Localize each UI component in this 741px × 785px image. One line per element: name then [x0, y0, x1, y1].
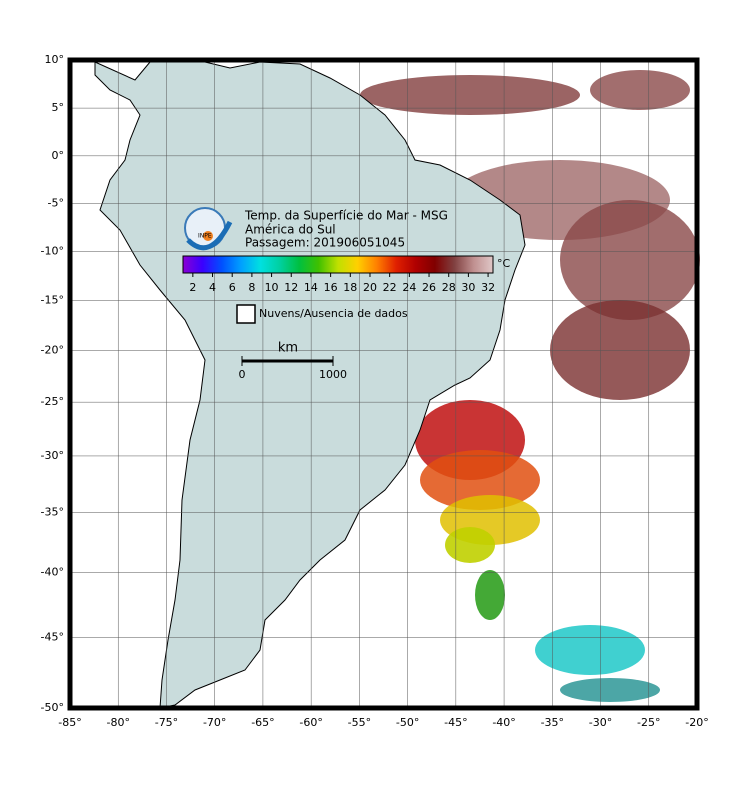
lat-tick-label: -30° [41, 449, 64, 462]
colorbar-tick-label: 12 [284, 281, 298, 294]
lat-tick-label: -45° [41, 630, 64, 643]
colorbar-tick-label: 20 [363, 281, 377, 294]
colorbar-tick-label: 32 [481, 281, 495, 294]
lon-tick-label: -35° [541, 716, 564, 729]
colorbar-unit: °C [497, 257, 511, 270]
colorbar-tick-label: 16 [324, 281, 338, 294]
lat-tick-label: 10° [45, 53, 65, 66]
lon-tick-label: -50° [396, 716, 419, 729]
lat-tick-label: -25° [41, 395, 64, 408]
pass: Passagem: 201906051045 [245, 236, 405, 250]
colorbar-tick-label: 22 [383, 281, 397, 294]
sst-pixels [360, 70, 700, 702]
colorbar-tick-label: 2 [189, 281, 196, 294]
lon-tick-label: -75° [155, 716, 178, 729]
lat-tick-label: -5° [48, 197, 64, 210]
lon-tick-label: -45° [444, 716, 467, 729]
colorbar [182, 255, 494, 274]
lat-tick-label: 5° [52, 101, 65, 114]
colorbar-tick-label: 10 [265, 281, 279, 294]
colorbar-tick-label: 4 [209, 281, 216, 294]
lat-tick-label: -20° [41, 344, 64, 357]
lat-tick-label: -10° [41, 245, 64, 258]
lat-tick-label: 0° [52, 149, 65, 162]
region: América do Sul [245, 223, 336, 237]
colorbar-tick-label: 24 [402, 281, 416, 294]
lon-tick-label: -30° [589, 716, 612, 729]
lon-tick-label: -55° [348, 716, 371, 729]
lat-tick-label: -40° [41, 566, 64, 579]
scale-unit: km [278, 341, 298, 356]
lat-tick-label: -50° [41, 701, 64, 714]
lon-tick-label: -20° [685, 716, 708, 729]
lon-tick-label: -85° [58, 716, 81, 729]
colorbar-tick-label: 26 [422, 281, 436, 294]
colorbar-tick-label: 8 [248, 281, 255, 294]
lon-tick-label: -70° [203, 716, 226, 729]
lon-tick-label: -40° [492, 716, 515, 729]
colorbar-tick-label: 28 [442, 281, 456, 294]
title: Temp. da Superfície do Mar - MSG [244, 209, 448, 223]
lat-tick-label: -15° [41, 294, 64, 307]
lon-tick-label: -60° [299, 716, 322, 729]
colorbar-tick-label: 30 [461, 281, 475, 294]
lon-tick-label: -65° [251, 716, 274, 729]
logo-text: INPE [198, 233, 212, 240]
logo: INPE [184, 207, 233, 251]
legend-swatch [236, 304, 256, 324]
map-frame [67, 57, 700, 711]
colorbar-tick-label: 18 [343, 281, 357, 294]
scale-tick-label: 0 [239, 368, 246, 381]
colorbar-tick-label: 6 [229, 281, 236, 294]
scale-ticks: 0 1000 [239, 356, 347, 381]
colorbar-tick-label: 14 [304, 281, 318, 294]
lat-tick-label: -35° [41, 505, 64, 518]
colorbar-ticks: 2 4 6 8 10 12 14 16 18 20 22 24 26 28 30 32 [189, 273, 495, 294]
legend-label: Nuvens/Ausencia de dados [259, 307, 408, 320]
lon-tick-label: -80° [106, 716, 129, 729]
lon-tick-label: -25° [637, 716, 660, 729]
scale-tick-label: 1000 [319, 368, 347, 381]
